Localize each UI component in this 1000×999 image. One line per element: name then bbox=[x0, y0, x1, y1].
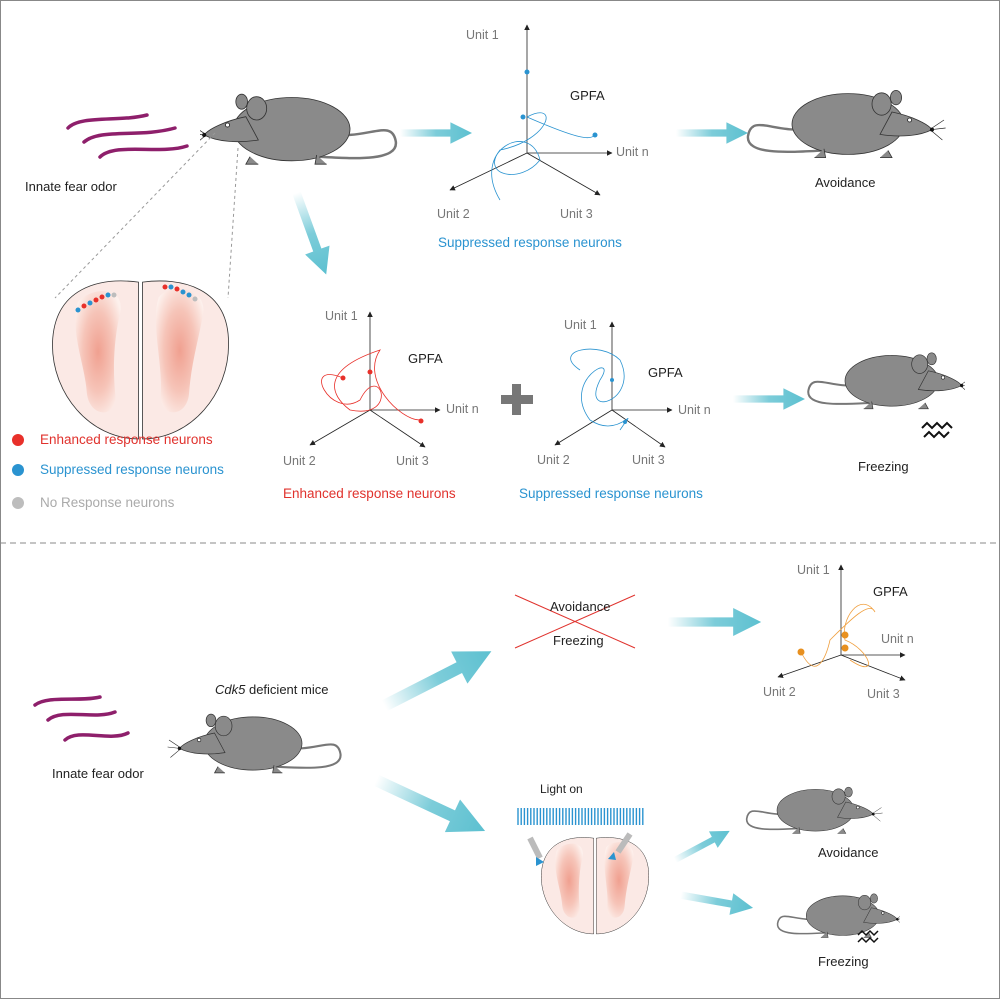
trembling-icon bbox=[857, 929, 879, 944]
axes-plot-cdk5 bbox=[777, 564, 906, 681]
axis-label: Unit 3 bbox=[867, 687, 900, 701]
axis-label: Unit 2 bbox=[283, 454, 316, 468]
legend-suppressed: Suppressed response neurons bbox=[40, 462, 224, 477]
legend-dot-enhanced bbox=[12, 434, 24, 446]
brain-section-icon bbox=[51, 280, 230, 440]
plot-caption: Enhanced response neurons bbox=[283, 486, 456, 501]
axis-label: Unit 1 bbox=[564, 318, 597, 332]
arrow-down-right-icon bbox=[368, 763, 493, 848]
axis-label: Unit 2 bbox=[537, 453, 570, 467]
legend-dot-suppressed bbox=[12, 464, 24, 476]
axis-label: Unit 1 bbox=[466, 28, 499, 42]
method-label: GPFA bbox=[873, 584, 908, 599]
optic-fiber-left bbox=[527, 836, 543, 860]
mouse-freezing-icon bbox=[776, 892, 900, 939]
zoom-line-right bbox=[227, 147, 239, 299]
axes-plot-enhanced bbox=[309, 311, 441, 448]
zoom-line-left bbox=[54, 132, 216, 299]
axes-plot-suppressed bbox=[554, 321, 673, 448]
mouse-avoidance-icon bbox=[746, 88, 948, 160]
axis-label: Unit n bbox=[446, 402, 479, 416]
arrow-right-icon bbox=[400, 122, 472, 144]
outcome-label: Avoidance bbox=[815, 175, 876, 190]
method-label: GPFA bbox=[570, 88, 605, 103]
arrow-right-icon bbox=[678, 884, 755, 919]
mouse-avoidance-icon bbox=[745, 786, 884, 835]
arrow-up-right-icon bbox=[376, 635, 500, 722]
arrow-right-icon bbox=[667, 608, 762, 636]
axis-label: Unit 1 bbox=[797, 563, 830, 577]
odor-label: Innate fear odor bbox=[52, 766, 144, 781]
mice-label: Cdk5 deficient mice bbox=[215, 682, 329, 697]
trajectory-suppressed bbox=[570, 348, 629, 431]
arrow-down-icon bbox=[284, 188, 339, 279]
brain-optogenetics-icon bbox=[540, 837, 650, 935]
legend-no-response: No Response neurons bbox=[40, 495, 175, 510]
outcome-label: Freezing bbox=[858, 459, 909, 474]
axis-label: Unit 3 bbox=[632, 453, 665, 467]
plot-caption: Suppressed response neurons bbox=[438, 235, 622, 250]
axis-label: Unit n bbox=[678, 403, 711, 417]
arrow-right-icon bbox=[733, 388, 805, 410]
outcome-label: Freezing bbox=[818, 954, 869, 969]
method-label: GPFA bbox=[408, 351, 443, 366]
light-on-label: Light on bbox=[540, 782, 583, 796]
axis-label: Unit 2 bbox=[763, 685, 796, 699]
axis-label: Unit 3 bbox=[560, 207, 593, 221]
mouse-freezing-icon bbox=[806, 351, 965, 411]
trajectory-cdk5 bbox=[800, 604, 876, 667]
odor-waves-icon bbox=[33, 695, 130, 742]
axis-label: Unit n bbox=[616, 145, 649, 159]
optic-fiber-right bbox=[615, 832, 633, 854]
cross-out-icon bbox=[514, 594, 636, 649]
axes-plot-top bbox=[449, 24, 613, 196]
legend-dot-no-response bbox=[12, 497, 24, 509]
crossed-avoidance: Avoidance bbox=[550, 599, 611, 614]
method-label: GPFA bbox=[648, 365, 683, 380]
mouse-icon bbox=[200, 92, 398, 166]
trajectory-enhanced bbox=[321, 349, 421, 421]
crossed-freezing: Freezing bbox=[553, 633, 604, 648]
arrow-right-icon bbox=[676, 122, 748, 144]
trajectory-suppressed-top bbox=[491, 112, 596, 201]
plus-icon bbox=[501, 384, 533, 415]
axis-label: Unit 2 bbox=[437, 207, 470, 221]
gene-name: Cdk5 bbox=[215, 682, 246, 697]
arrow-up-right-icon bbox=[670, 822, 735, 869]
light-on-stripes bbox=[517, 808, 644, 825]
axis-label: Unit 1 bbox=[325, 309, 358, 323]
axis-label: Unit n bbox=[881, 632, 914, 646]
outcome-label: Avoidance bbox=[818, 845, 879, 860]
legend-enhanced: Enhanced response neurons bbox=[40, 432, 213, 447]
odor-label: Innate fear odor bbox=[25, 179, 117, 194]
cdk5-mouse-icon bbox=[166, 712, 342, 775]
plot-caption: Suppressed response neurons bbox=[519, 486, 703, 501]
axis-label: Unit 3 bbox=[396, 454, 429, 468]
odor-waves-icon bbox=[66, 113, 189, 159]
trembling-icon bbox=[921, 421, 953, 439]
neuron-dots bbox=[75, 284, 198, 313]
